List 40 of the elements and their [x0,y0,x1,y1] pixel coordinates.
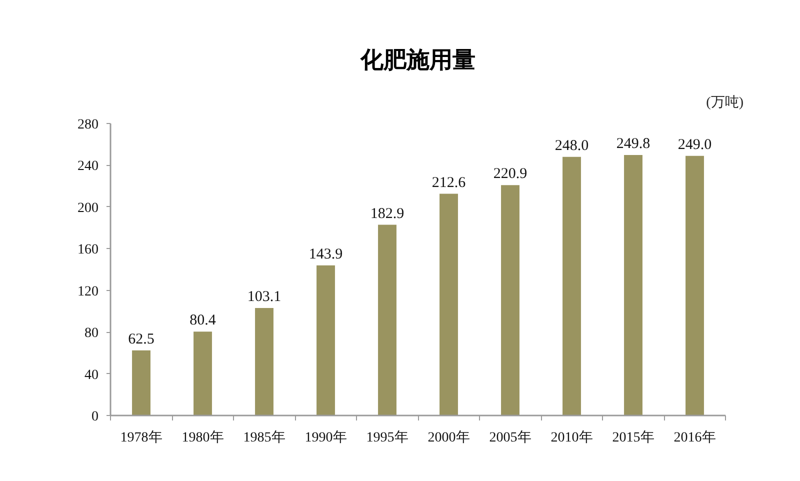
y-tick-label: 240 [78,159,98,174]
bar [686,156,704,416]
x-tick-label: 1995年 [366,430,408,446]
bar [316,265,335,416]
data-label: 182.9 [370,206,404,222]
y-tick-label: 160 [78,242,98,258]
data-label: 212.6 [432,174,466,191]
x-tick-label: 2015年 [612,430,654,446]
bar [624,154,642,416]
data-label: 249.8 [616,136,650,152]
bar [132,350,150,416]
x-tick-label: 1978年 [120,430,162,446]
y-tick-label: 40 [84,368,98,383]
bar [562,156,581,416]
chart-title: 化肥施用量 [360,48,476,72]
y-axis-title: (万吨) [706,94,744,110]
x-tick-label: 2010年 [550,430,593,446]
x-tick-label: 1985年 [243,430,286,446]
bar [440,194,458,416]
y-tick-label: 80 [84,326,98,342]
bar [255,308,274,416]
bar [194,332,212,416]
y-tick-label: 200 [78,200,98,216]
x-tick-label: 2016年 [674,430,716,446]
x-tick-label: 1980年 [182,430,224,446]
y-tick-label: 120 [78,284,98,300]
y-tick-label: 0 [92,410,98,424]
x-tick-label: 1990年 [304,430,347,446]
y-tick-label: 280 [78,118,98,132]
data-label: 220.9 [493,166,528,182]
data-label: 62.5 [128,331,154,348]
x-tick-label: 2000年 [428,430,470,446]
data-label: 249.0 [678,136,712,153]
bar [378,224,396,416]
data-label: 248.0 [554,138,589,154]
data-label: 143.9 [308,246,343,262]
data-label: 80.4 [190,312,216,329]
data-label: 103.1 [247,288,282,305]
x-tick-label: 2005年 [489,430,532,446]
bar [501,185,520,416]
